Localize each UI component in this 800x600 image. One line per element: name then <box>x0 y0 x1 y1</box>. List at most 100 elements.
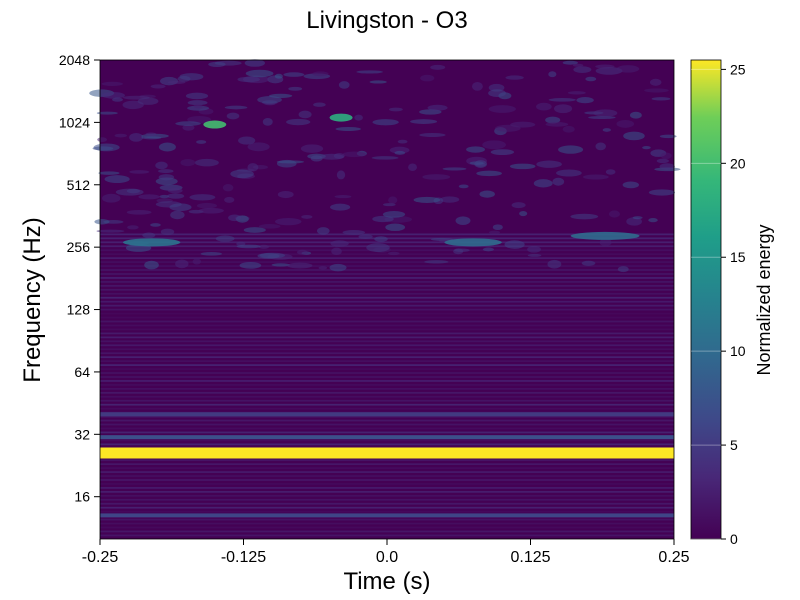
colorbar: 0 5 10 15 20 25 Normalized energy <box>691 60 774 547</box>
noise-band <box>100 333 674 335</box>
noise-speckle <box>512 202 526 208</box>
noise-speckle <box>159 174 174 180</box>
noise-speckle <box>245 59 265 66</box>
noise-speckle <box>142 233 155 238</box>
noise-speckle <box>570 214 598 220</box>
noise-speckle <box>489 105 516 113</box>
noise-speckle <box>194 104 203 108</box>
noise-speckle <box>563 126 575 133</box>
noise-speckle <box>145 132 156 136</box>
noise-speckle <box>536 161 562 168</box>
noise-speckle <box>394 151 405 155</box>
noise-speckle <box>337 170 345 179</box>
noise-speckle <box>410 119 437 124</box>
noise-speckle <box>422 174 450 180</box>
noise-band <box>100 503 674 505</box>
x-axis-label: Time (s) <box>343 568 430 595</box>
noise-speckle <box>642 146 651 149</box>
noise-speckle <box>236 245 260 249</box>
noise-speckle <box>630 112 642 119</box>
noise-band <box>100 531 674 533</box>
noise-speckle <box>319 154 344 160</box>
noise-speckle <box>456 216 471 225</box>
noise-speckle <box>547 260 561 269</box>
energy-line <box>100 412 674 416</box>
noise-band <box>100 535 674 537</box>
noise-speckle <box>335 127 360 131</box>
noise-speckle <box>479 191 494 198</box>
noise-speckle <box>238 136 255 144</box>
noise-speckle <box>175 121 200 126</box>
noise-band <box>100 321 674 323</box>
noise-speckle <box>372 156 399 160</box>
noise-speckle <box>554 104 572 113</box>
noise-speckle <box>466 146 485 152</box>
noise-speckle <box>208 62 225 67</box>
noise-speckle <box>216 236 235 242</box>
noise-band <box>100 380 674 382</box>
energy-line <box>100 435 674 439</box>
noise-speckle <box>383 203 396 206</box>
noise-speckle <box>175 259 188 268</box>
noise-band <box>100 511 674 513</box>
noise-speckle <box>370 80 387 83</box>
noise-speckle <box>491 149 514 155</box>
colorbar-tick-label: 15 <box>730 249 746 265</box>
noise-speckle <box>644 88 669 92</box>
colorbar-tick-label: 5 <box>730 437 738 453</box>
noise-band <box>100 400 674 402</box>
colorbar-tick-label: 10 <box>730 343 746 359</box>
x-tick-label: 0.125 <box>510 549 550 566</box>
noise-speckle <box>440 196 459 202</box>
noise-band <box>100 507 674 509</box>
noise-speckle <box>105 175 130 183</box>
energy-blob <box>444 238 501 246</box>
noise-speckle <box>472 82 483 91</box>
noise-speckle <box>278 191 294 198</box>
noise-speckle <box>297 250 308 255</box>
noise-speckle <box>98 171 119 174</box>
noise-speckle <box>318 266 327 269</box>
noise-band <box>100 519 674 521</box>
noise-speckle <box>199 208 224 214</box>
colorbar-tick-label: 20 <box>730 155 746 171</box>
noise-speckle <box>257 253 279 259</box>
x-tick-label: -0.25 <box>82 549 119 566</box>
noise-speckle <box>178 76 191 82</box>
noise-band <box>100 432 674 434</box>
noise-speckle <box>483 248 494 252</box>
noise-speckle <box>312 71 328 76</box>
noise-speckle <box>96 230 124 233</box>
noise-speckle <box>534 179 553 187</box>
noise-speckle <box>228 214 241 221</box>
noise-speckle <box>428 105 448 111</box>
noise-speckle <box>661 152 672 159</box>
noise-speckle <box>287 263 312 269</box>
noise-speckle <box>138 97 159 104</box>
noise-speckle <box>652 97 671 100</box>
noise-band <box>100 376 674 378</box>
chart-title: Livingston - O3 <box>306 7 467 34</box>
noise-speckle <box>420 75 434 82</box>
noise-speckle <box>648 218 657 222</box>
noise-speckle <box>127 225 139 229</box>
noise-speckle <box>623 132 645 141</box>
noise-speckle <box>161 229 174 236</box>
noise-speckle <box>563 61 578 65</box>
noise-speckle <box>505 75 523 79</box>
noise-speckle <box>150 223 161 227</box>
noise-speckle <box>127 210 152 215</box>
noise-band <box>100 368 674 370</box>
noise-speckle <box>408 163 417 171</box>
noise-speckle <box>474 160 487 168</box>
noise-speckle <box>556 170 582 177</box>
noise-speckle <box>359 234 373 238</box>
noise-band <box>100 443 674 445</box>
noise-speckle <box>112 98 123 102</box>
noise-speckle <box>593 109 617 116</box>
noise-speckle <box>299 111 312 119</box>
noise-speckle <box>476 171 502 176</box>
noise-speckle <box>343 230 366 235</box>
noise-speckle <box>546 122 569 127</box>
noise-band <box>100 428 674 430</box>
